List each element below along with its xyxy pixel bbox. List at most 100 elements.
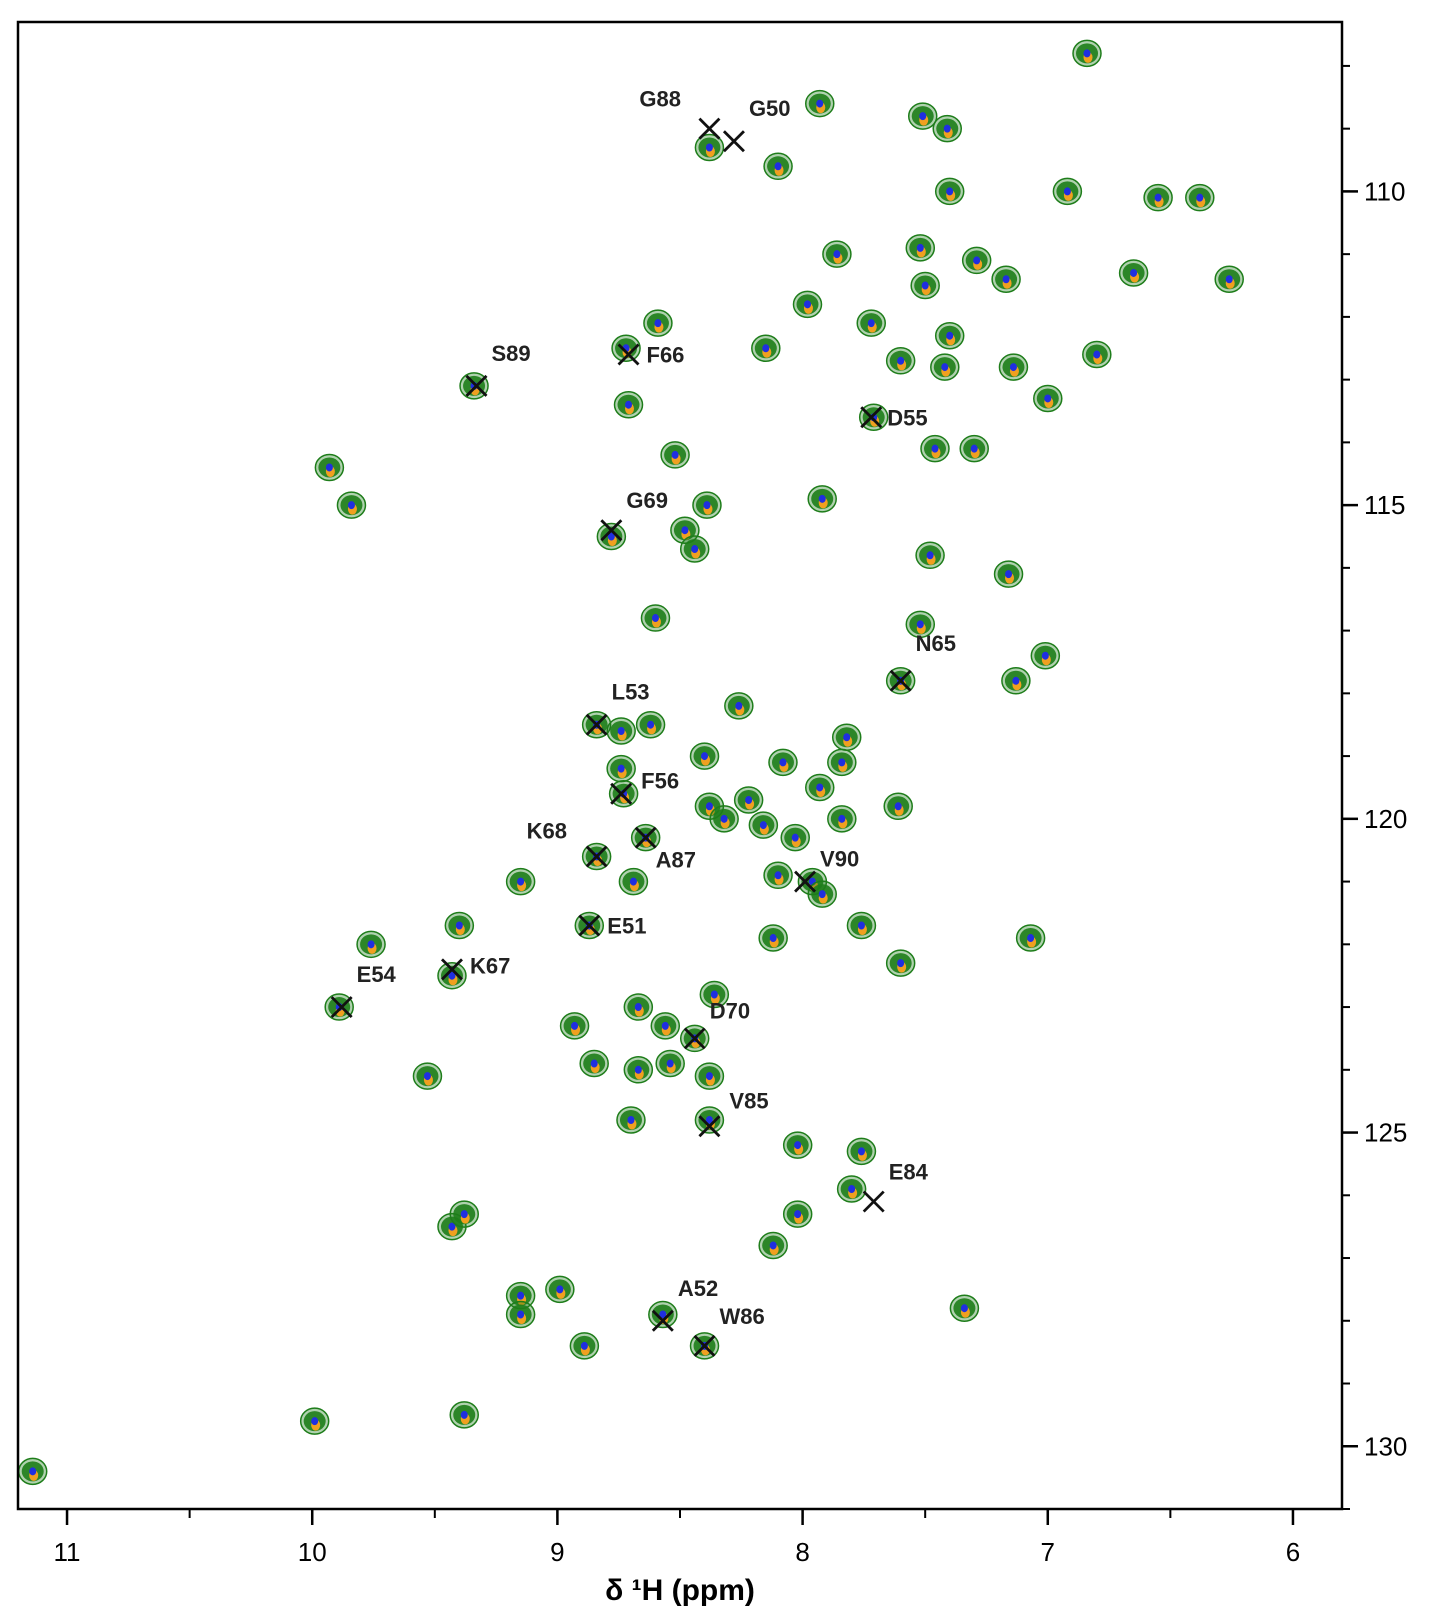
peak xyxy=(748,811,779,839)
peak xyxy=(959,434,989,463)
peak xyxy=(780,823,810,852)
marker-cross-stroke xyxy=(860,406,883,429)
assignment-marker: A87 xyxy=(634,826,696,873)
peak xyxy=(692,491,722,519)
peak xyxy=(643,309,673,337)
peak xyxy=(949,1294,980,1322)
peak xyxy=(694,133,725,162)
peak xyxy=(782,1200,813,1228)
peak xyxy=(792,290,823,319)
peak xyxy=(679,535,710,563)
peak xyxy=(505,1300,536,1329)
peak xyxy=(623,993,654,1021)
peak-contour-blue xyxy=(774,871,782,880)
assignment-marker: K67 xyxy=(440,953,510,981)
peak-contour-blue xyxy=(919,112,927,121)
peak xyxy=(1082,340,1112,369)
peak-contour-blue xyxy=(794,1210,802,1219)
peak-contour-blue xyxy=(735,701,743,710)
peak-contour-blue xyxy=(838,758,846,767)
peak-contour-blue xyxy=(325,463,333,472)
peak-contour-blue xyxy=(916,243,924,252)
peak-contour-blue xyxy=(1225,275,1233,284)
peak xyxy=(1143,183,1173,212)
peak xyxy=(505,1281,536,1310)
peak xyxy=(596,522,627,551)
peak-contour-blue xyxy=(347,501,355,510)
assignment-marker: F56 xyxy=(610,769,679,805)
peak-contour-blue xyxy=(897,959,905,968)
peak xyxy=(616,1106,646,1134)
peak xyxy=(991,265,1021,293)
peak-contour-blue xyxy=(517,1291,525,1300)
peak xyxy=(883,792,913,821)
peak xyxy=(998,353,1029,381)
peak-contour-blue xyxy=(705,1115,713,1124)
peak-contour-blue xyxy=(448,1222,456,1231)
marker-cross-stroke xyxy=(693,1334,716,1357)
peak-contour-blue xyxy=(1009,363,1017,372)
peak xyxy=(635,710,666,739)
peak-contour-blue xyxy=(710,990,718,999)
peak-contour-blue xyxy=(460,1410,468,1419)
peak xyxy=(846,911,877,940)
peak-contour-blue xyxy=(943,124,951,133)
peak-contour-blue xyxy=(607,532,615,541)
peak-contour-blue xyxy=(816,783,824,792)
peak xyxy=(782,1131,813,1159)
peak-contour-blue xyxy=(29,1467,37,1476)
peak xyxy=(822,240,852,268)
peak-contour-blue xyxy=(1005,570,1013,579)
marker-cross-stroke xyxy=(585,713,608,736)
peak-contour-blue xyxy=(867,319,875,328)
peak-contour-blue xyxy=(921,281,929,290)
peak xyxy=(915,541,945,570)
peak xyxy=(660,441,690,469)
marker-label: L53 xyxy=(612,680,650,705)
marker-label: N65 xyxy=(916,631,956,656)
marker-cross-stroke xyxy=(600,519,623,542)
peak-contour-blue xyxy=(720,814,728,823)
peak xyxy=(694,1106,725,1134)
marker-cross-stroke xyxy=(862,1190,885,1213)
peak xyxy=(606,717,636,745)
peak-contour-blue xyxy=(367,940,375,949)
peak-contour-blue xyxy=(843,733,851,742)
marker-label: W86 xyxy=(720,1304,765,1329)
assignment-marker: K68 xyxy=(527,818,608,868)
x-axis-label: δ ¹H (ppm) xyxy=(605,1574,755,1607)
marker-cross-stroke xyxy=(634,826,657,849)
assignment-marker: S89 xyxy=(465,341,531,397)
peak-contour-blue xyxy=(659,1310,667,1319)
peak xyxy=(449,1401,479,1429)
assignment-marker: N65 xyxy=(889,631,956,692)
peak xyxy=(961,246,992,275)
peak-contour-blue xyxy=(779,758,787,767)
peak-contour-blue xyxy=(1083,49,1091,58)
peak xyxy=(356,930,386,959)
marker-label: G69 xyxy=(626,488,668,513)
peak xyxy=(1033,384,1063,413)
marker-cross-stroke xyxy=(585,845,608,868)
peak xyxy=(444,911,475,940)
marker-label: E84 xyxy=(889,1160,929,1185)
peak xyxy=(733,786,764,814)
x-tick-label: 11 xyxy=(54,1537,81,1567)
marker-label: V90 xyxy=(820,847,859,872)
marker-label: S89 xyxy=(491,341,530,366)
peak xyxy=(689,742,720,770)
marker-cross-stroke xyxy=(578,914,601,937)
marker-label: A87 xyxy=(656,848,696,873)
assignment-marker: G69 xyxy=(600,488,668,542)
peak xyxy=(910,271,940,300)
peak-contour-blue xyxy=(973,256,981,265)
peak-contour-blue xyxy=(666,1059,674,1068)
peak xyxy=(505,867,536,896)
peak xyxy=(336,491,367,519)
peak xyxy=(827,748,857,777)
peak-contour-blue xyxy=(627,1115,635,1124)
peak-contour-blue xyxy=(803,300,811,309)
assignment-marker: L53 xyxy=(585,680,650,736)
